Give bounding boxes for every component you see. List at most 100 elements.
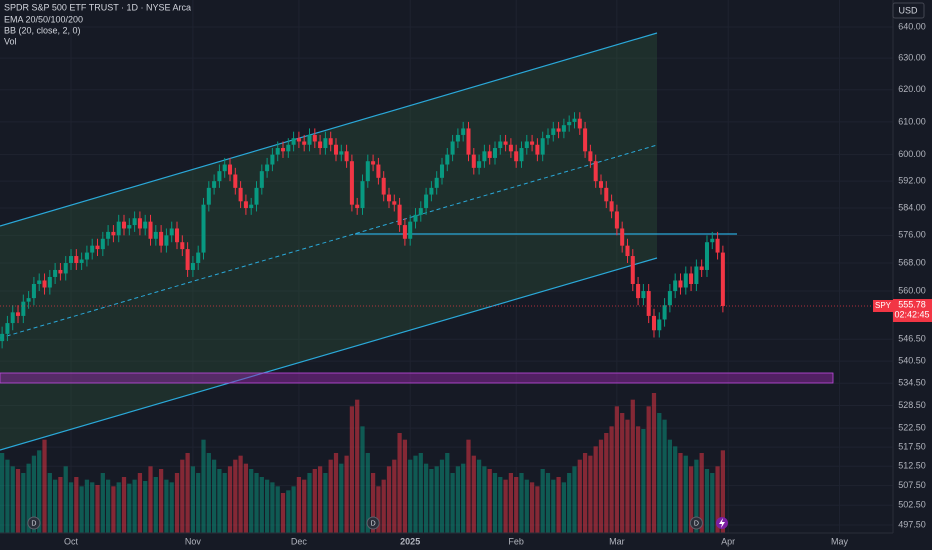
volume-bar — [190, 466, 196, 533]
y-tick-label: 568.00 — [898, 257, 926, 267]
candle-body — [185, 249, 190, 270]
candle-body — [137, 218, 142, 229]
candle-body — [0, 333, 5, 342]
x-tick-label: Apr — [721, 536, 735, 546]
candle-body — [429, 187, 434, 195]
currency-box — [892, 2, 925, 19]
volume-bar — [641, 429, 646, 533]
volume-bar — [408, 459, 413, 533]
x-tick-label: May — [831, 536, 849, 546]
candle-body — [349, 161, 354, 205]
y-tick-label: 630.00 — [898, 53, 926, 63]
candle-body — [673, 280, 678, 292]
candle-body — [524, 141, 529, 149]
countdown: 02:42:45 — [894, 309, 929, 319]
volume-bar — [317, 466, 323, 533]
candle-body — [360, 181, 365, 209]
candle-body — [588, 151, 593, 162]
candle-body — [328, 138, 333, 145]
candle-body — [180, 242, 185, 250]
candle-body — [121, 221, 127, 229]
volume-bar — [392, 459, 397, 533]
candle-body — [577, 118, 582, 129]
volume-bar — [704, 469, 710, 533]
candle-body — [153, 231, 158, 239]
volume-bar — [153, 477, 158, 533]
last-price: 555.78 — [898, 299, 926, 309]
y-tick-label: 502.50 — [898, 500, 926, 510]
candle-body — [318, 141, 323, 149]
candle-body — [196, 252, 201, 263]
candle-body — [254, 187, 259, 205]
event-label: D — [694, 520, 699, 527]
volume-bar — [561, 482, 567, 533]
candle-body — [21, 301, 26, 316]
candle-body — [296, 138, 301, 142]
candle-body — [492, 148, 498, 158]
candle-body — [227, 164, 233, 175]
volume-bar — [312, 469, 317, 533]
volume-bar — [466, 439, 471, 533]
volume-bar — [132, 479, 137, 533]
volume-bar — [344, 455, 349, 533]
candle-body — [47, 276, 52, 288]
candle-body — [143, 221, 148, 229]
volume-bar — [657, 413, 662, 533]
volume-bar — [567, 473, 572, 533]
event-marker — [689, 516, 703, 530]
volume-bar — [137, 473, 143, 533]
candle-body — [715, 238, 720, 253]
candle-body — [683, 273, 688, 288]
volume-bar — [503, 479, 508, 533]
volume-bar — [551, 479, 556, 533]
candle-body — [625, 245, 630, 257]
volume-bar — [492, 473, 498, 533]
volume-bar — [646, 406, 651, 533]
candle-body — [455, 134, 460, 142]
candle-body — [694, 266, 699, 284]
candle-body — [63, 262, 68, 274]
volume-bar — [143, 481, 148, 533]
volume-bar — [545, 473, 551, 533]
candle-body — [291, 138, 296, 145]
candle-body — [365, 161, 370, 182]
price-box — [893, 298, 932, 322]
event-label: D — [31, 520, 36, 527]
x-tick-label: 2025 — [400, 536, 420, 546]
candle-body — [280, 148, 286, 152]
x-tick-label: Oct — [64, 536, 79, 546]
y-tick-label: 576.00 — [898, 230, 926, 240]
candle-body — [42, 280, 47, 288]
candle-body — [408, 221, 413, 239]
candle-body — [392, 201, 397, 205]
x-tick-label: Feb — [508, 536, 524, 546]
candle-body — [471, 154, 476, 168]
candle-body — [286, 144, 291, 152]
volume-bar — [174, 473, 180, 533]
volume-bar — [688, 466, 694, 533]
volume-bar — [100, 473, 105, 533]
volume-bar — [185, 453, 190, 533]
candle-body — [344, 151, 349, 162]
candle-body — [31, 283, 36, 299]
volume-bar — [206, 453, 211, 533]
volume-bar — [264, 479, 270, 533]
volume-bar — [84, 479, 90, 533]
candle-body — [657, 319, 662, 331]
candle-body — [148, 221, 153, 239]
volume-bar — [423, 463, 429, 533]
candle-body — [79, 259, 84, 263]
volume-bar — [286, 490, 291, 533]
volume-bar — [508, 473, 514, 533]
volume-bar — [74, 477, 79, 533]
volume-bar — [127, 483, 132, 533]
volume-bar — [196, 473, 201, 533]
candle-body — [386, 194, 392, 202]
y-tick-label: 512.50 — [898, 461, 926, 471]
candle-body — [620, 228, 625, 246]
candle-body — [662, 305, 667, 320]
volume-bar — [42, 439, 47, 533]
volume-bar — [577, 459, 582, 533]
